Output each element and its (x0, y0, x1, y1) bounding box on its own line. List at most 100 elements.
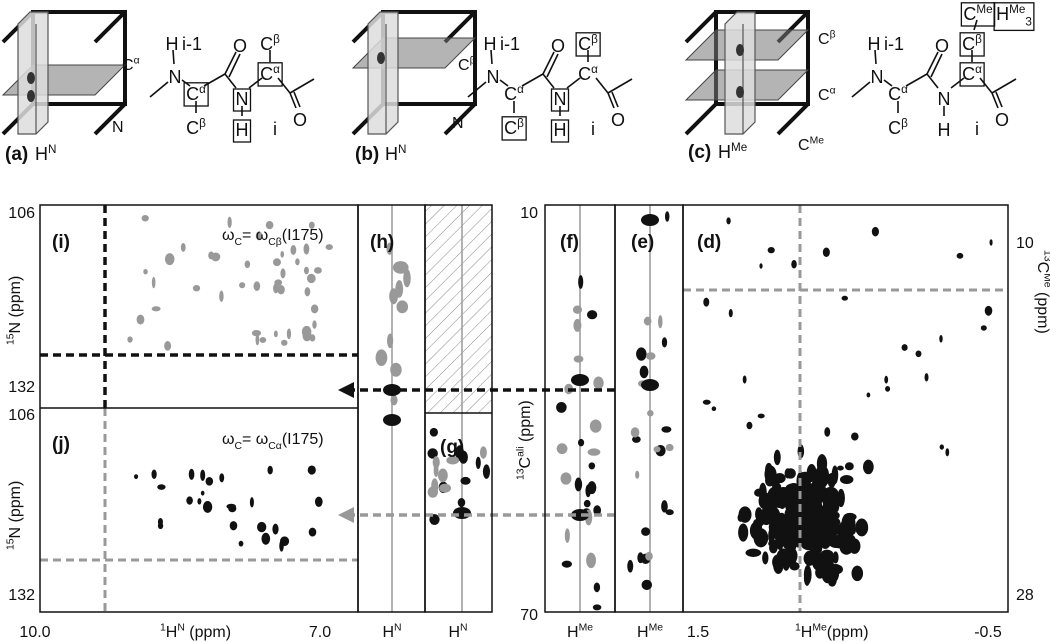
bond (991, 78, 1017, 94)
atom: i (273, 119, 277, 139)
atom-part: N (938, 89, 951, 109)
peak (151, 276, 156, 289)
cube-axis-label: Cα (122, 56, 140, 74)
peak (202, 501, 213, 513)
peak (308, 527, 317, 537)
peak (429, 427, 438, 437)
cube-edge (93, 10, 127, 44)
peak (257, 521, 267, 533)
peak (310, 304, 319, 314)
cube-edge (684, 10, 718, 44)
peak (479, 446, 487, 459)
y-axis-label-part: N (ppm) (7, 276, 24, 334)
peak (728, 308, 733, 318)
bond (851, 81, 871, 98)
bond (595, 77, 609, 94)
peak (136, 314, 145, 325)
x-axis-label-part: H (448, 624, 460, 641)
atom-part: N (236, 89, 249, 109)
peak (303, 266, 309, 275)
peak (200, 490, 205, 496)
cube-edge (776, 102, 810, 136)
peak (453, 507, 471, 519)
peak (851, 565, 864, 582)
atom-part: α (591, 63, 598, 76)
bond (277, 77, 291, 94)
peak (226, 503, 237, 510)
x-axis-label: 1HN (ppm) (160, 623, 231, 641)
peak (753, 528, 769, 548)
atom-part: C (504, 84, 517, 104)
atom-part: H (236, 120, 249, 140)
x-axis-label-part: Me (649, 623, 664, 634)
cube-axis-label-part: N (112, 119, 124, 136)
atom: i-1 (182, 34, 202, 54)
peak (180, 242, 186, 252)
atom: Cβ (962, 33, 982, 54)
panel-label: (g) (440, 437, 464, 458)
peak (661, 500, 668, 513)
atom-part: O (611, 110, 625, 130)
peak (396, 300, 409, 314)
cube-axis-label-part: C (818, 87, 830, 104)
atom-part: Me (1009, 3, 1025, 16)
peak (197, 498, 202, 505)
peak (738, 523, 749, 542)
cube-axis-label-part: C (122, 57, 134, 74)
x-axis-label-part: Me (812, 623, 827, 634)
peak (238, 540, 244, 547)
panel-label: (j) (52, 434, 70, 455)
cube-axis-label: HN (35, 143, 56, 164)
y-axis-label-part: 15 (6, 333, 17, 345)
atom: Cα (260, 63, 280, 84)
peak (253, 281, 261, 292)
x-tick-label: 7.0 (309, 624, 331, 641)
bond (926, 73, 939, 89)
atom: H (236, 120, 249, 140)
atom: H (166, 34, 179, 54)
peak (805, 500, 821, 511)
bond (566, 77, 581, 89)
condition-part: C (235, 441, 243, 452)
peak (775, 486, 792, 500)
atom-part: C (962, 64, 975, 84)
peak (593, 582, 601, 593)
peak (773, 449, 781, 466)
cube-axis-label-part: β (830, 30, 836, 41)
peak (665, 509, 674, 516)
peak (439, 483, 452, 493)
peak (661, 426, 672, 433)
peak (561, 560, 572, 568)
peak (267, 465, 273, 475)
bond (607, 92, 615, 109)
peak (304, 287, 311, 297)
atom-box (232, 88, 252, 112)
peak (851, 432, 859, 441)
peak (265, 221, 274, 230)
y-axis-label-part: Me (1041, 273, 1050, 288)
y-tick-label: 28 (1016, 587, 1034, 604)
atom-part: C (578, 64, 591, 84)
peak-dot (736, 86, 744, 98)
atom-part: α (199, 83, 206, 96)
peak (280, 268, 286, 279)
atom-box (550, 88, 570, 112)
peak (261, 532, 271, 545)
atom-box (550, 119, 570, 143)
peak (227, 216, 232, 229)
atom: Cα (186, 83, 206, 104)
peak (831, 465, 839, 485)
bond (950, 77, 965, 89)
x-axis-label: HMe (637, 623, 663, 641)
bond (293, 91, 301, 108)
peak (885, 385, 891, 392)
peak (838, 521, 848, 534)
peak (392, 261, 409, 274)
peak (143, 269, 148, 275)
peak (641, 379, 659, 391)
peak (803, 570, 811, 586)
cube-axis-label-part: β (470, 56, 476, 67)
x-axis-label: HMe (567, 623, 593, 641)
peak (915, 350, 922, 358)
peak (301, 325, 312, 338)
